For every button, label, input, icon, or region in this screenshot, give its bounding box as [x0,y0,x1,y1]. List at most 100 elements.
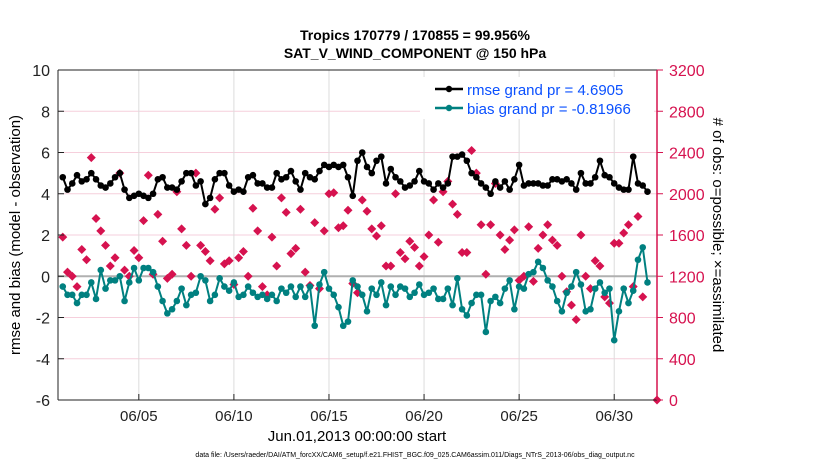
bias-point [211,291,219,299]
obs-possible-point [286,249,296,259]
bias-point [259,291,266,299]
bias-point [130,264,138,272]
rmse-point [468,169,475,177]
obs-possible-point [581,271,591,281]
rmse-point [416,167,423,175]
rmse-point [382,180,390,187]
obs-possible-point [224,256,234,266]
obs-possible-point [300,267,310,277]
bias-point [168,305,176,313]
bias-point [244,283,252,290]
obs-possible-point [448,199,458,209]
rmse-point [392,173,399,181]
rmse-point [587,180,594,187]
rmse-point [197,178,204,185]
bias-point [316,281,323,288]
rmse-point [544,182,551,189]
rmse-point [430,186,437,193]
rmse-point [249,171,257,179]
bias-point [368,285,376,292]
bias-point [344,318,352,325]
rmse-point [596,157,604,165]
bias-point [596,279,604,286]
obs-possible-point [638,292,648,302]
obs-possible-point [129,245,139,255]
obs-possible-point [96,226,106,236]
obs-possible-point [257,282,267,292]
bias-point [496,299,504,307]
rmse-point [268,184,276,191]
rmse-point [425,180,433,187]
rmse-point [487,190,494,198]
rmse-point [496,184,504,191]
bias-point [335,303,342,311]
bias-point [126,279,133,286]
y-tick-label: -6 [36,393,50,410]
rmse-point [506,186,513,193]
bias-point [330,291,338,299]
x-tick-label: 06/25 [500,408,538,425]
obs-possible-point [272,261,282,271]
obs-possible-point [476,220,486,230]
obs-possible-point [243,271,253,281]
rmse-point [301,169,309,177]
rmse-point [263,184,271,191]
y2-axis-label: # of obs: o=possible; ×=assimilated [709,118,726,353]
obs-possible-point [139,216,149,226]
obs-possible-point [391,189,401,199]
obs-possible-point [338,221,348,231]
obs-possible-point [181,240,191,250]
bias-point [106,277,114,284]
bias-point [145,264,152,272]
obs-possible-point [395,248,405,258]
obs-possible-point [319,226,329,236]
y2-tick-label: 800 [669,311,696,328]
rmse-point [297,186,304,193]
obs-possible-point [372,231,382,241]
rmse-point [396,178,404,185]
bias-point [68,291,76,299]
rmse-point [458,151,466,158]
obs-possible-point [253,226,263,236]
obs-possible-point [576,230,586,240]
bias-point [439,295,447,303]
rmse-point [64,186,71,193]
rmse-point [530,180,537,187]
bias-point [449,301,456,309]
bias-point [292,293,299,301]
bias-point [97,266,105,274]
obs-possible-point [291,243,301,253]
bias-point [377,279,385,286]
bias-point [506,277,513,284]
data-marks [58,145,662,405]
rmse-point [644,188,651,195]
bias-point [468,299,475,307]
bias-point [416,281,423,288]
obs-possible-point [186,271,196,281]
rmse-point [178,178,185,185]
rmse-point [316,167,323,175]
obs-possible-point [367,224,377,234]
rmse-point [225,182,233,189]
bias-point [73,299,81,307]
bias-point [363,308,371,315]
bias-point [558,308,566,315]
obs-possible-point [486,220,496,230]
bias-point [549,283,556,290]
bias-point [278,285,285,292]
obs-possible-point [595,261,605,271]
bias-point [240,291,247,299]
y2-tick-label: 1200 [669,269,705,286]
bias-point [572,268,580,276]
bias-point [320,268,328,276]
rmse-point [639,182,647,189]
y-tick-label: 8 [41,104,50,121]
obs-possible-point [400,254,410,264]
chart-title: Tropics 170779 / 170855 = 99.956% [299,27,530,43]
rmse-point [591,173,599,181]
rmse-point [449,153,456,160]
y2-tick-label: 2800 [669,104,705,121]
obs-possible-point [619,228,629,238]
rmse-point [363,163,371,171]
